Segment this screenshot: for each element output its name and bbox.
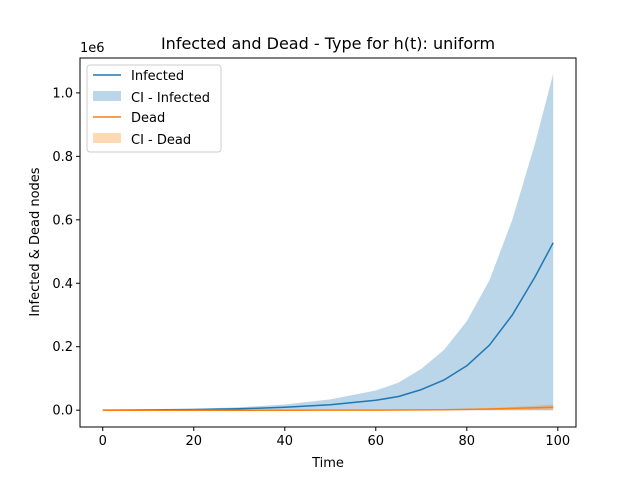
series-lines bbox=[102, 242, 554, 411]
legend: Infected CI - Infected Dead CI - Dead bbox=[86, 64, 222, 153]
x-tick-label: 0 bbox=[99, 434, 107, 449]
line-dead bbox=[102, 406, 554, 411]
line-infected bbox=[102, 242, 554, 411]
x-axis-ticks: 0 20 40 60 80 100 bbox=[99, 427, 570, 449]
y-tick-label: 1.0 bbox=[52, 86, 73, 101]
y-tick-label: 0.6 bbox=[52, 213, 73, 228]
x-tick-label: 60 bbox=[368, 434, 385, 449]
y-tick-label: 0.2 bbox=[52, 340, 73, 355]
legend-marker-ci-infected bbox=[93, 91, 121, 101]
band-ci-infected bbox=[102, 73, 554, 411]
legend-box bbox=[86, 64, 222, 153]
chart-title: Infected and Dead - Type for h(t): unifo… bbox=[161, 34, 495, 53]
x-tick-label: 20 bbox=[185, 434, 202, 449]
y-axis-label: Infected & Dead nodes bbox=[28, 167, 43, 316]
legend-label-ci-dead: CI - Dead bbox=[131, 133, 191, 148]
y-tick-label: 0.4 bbox=[52, 277, 73, 292]
plot-frame bbox=[79, 57, 577, 428]
y-axis-offset-label: 1e6 bbox=[80, 41, 105, 56]
confidence-bands bbox=[102, 73, 554, 411]
band-ci-dead bbox=[102, 404, 554, 411]
y-axis-ticks: 0.0 0.2 0.4 0.6 0.8 1.0 bbox=[52, 86, 80, 419]
x-tick-label: 40 bbox=[276, 434, 293, 449]
legend-label-ci-infected: CI - Infected bbox=[131, 91, 210, 106]
y-tick-label: 0.8 bbox=[52, 150, 73, 165]
legend-label-infected: Infected bbox=[131, 69, 184, 84]
y-tick-label: 0.0 bbox=[52, 404, 73, 419]
x-tick-label: 80 bbox=[459, 434, 476, 449]
legend-label-dead: Dead bbox=[131, 111, 165, 126]
x-tick-label: 100 bbox=[545, 434, 570, 449]
x-axis-label: Time bbox=[311, 456, 344, 471]
legend-marker-ci-dead bbox=[93, 133, 121, 143]
